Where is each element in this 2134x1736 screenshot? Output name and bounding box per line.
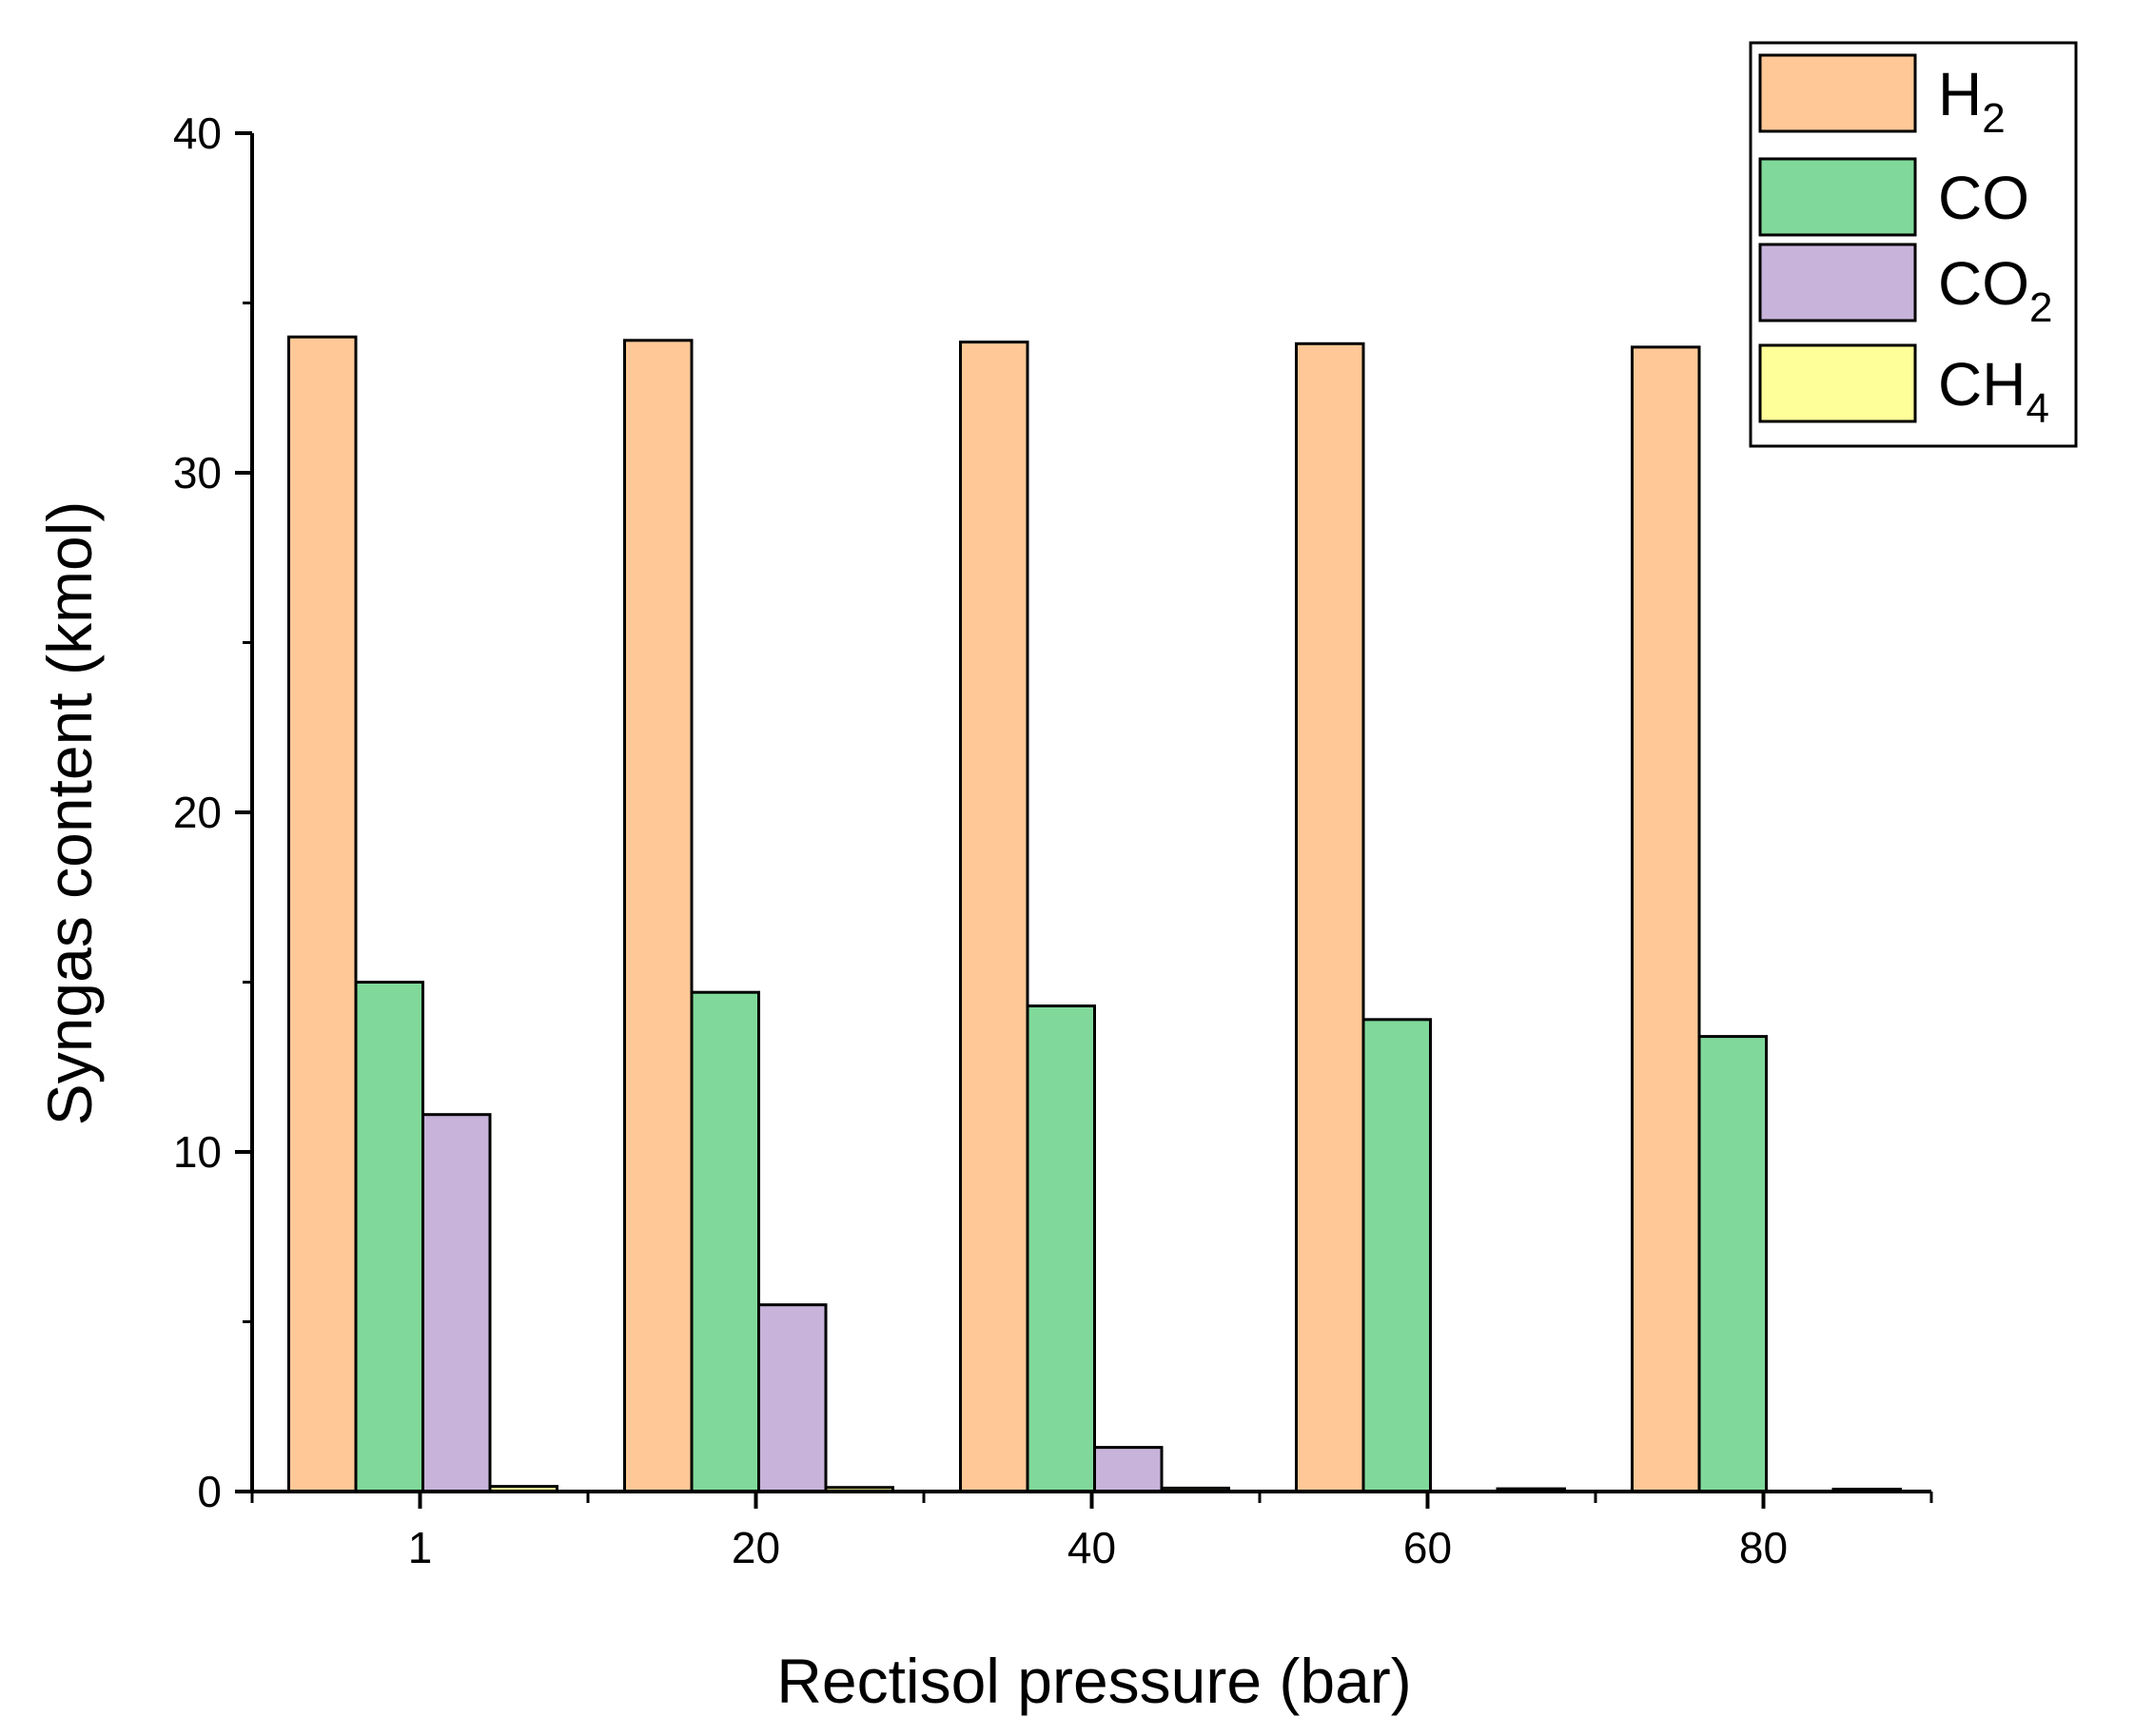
legend: H2 CO CO2 CH4	[1749, 41, 2078, 448]
bar-h2-80	[1631, 345, 1701, 1493]
x-axis-title: Rectisol pressure (bar)	[776, 1646, 1412, 1716]
y-tick-label-30: 30	[173, 448, 222, 497]
bar-h2-60	[1295, 341, 1365, 1493]
bar-co-20	[690, 990, 760, 1493]
bar-co2-20	[757, 1303, 828, 1493]
y-axis-title: Syngas content (kmol)	[34, 501, 105, 1126]
legend-label-co: CO	[1938, 164, 2029, 232]
bar-h2-20	[623, 339, 694, 1493]
legend-label-h2: H2	[1938, 60, 2006, 142]
bar-co-60	[1361, 1018, 1432, 1493]
bar-h2-1	[287, 335, 358, 1493]
legend-swatch-co2	[1758, 243, 1917, 322]
legend-swatch-ch4	[1758, 343, 1917, 423]
x-tick-label-60: 60	[1403, 1523, 1452, 1572]
x-tick-label-40: 40	[1067, 1523, 1116, 1572]
bar-co2-1	[421, 1113, 492, 1493]
y-tick-label-10: 10	[173, 1127, 222, 1177]
bar-co-80	[1697, 1035, 1768, 1493]
axes-layer: 0 10 20 30 40 1 20 40 60 80	[173, 108, 1933, 1572]
y-tick-label-20: 20	[173, 788, 222, 837]
legend-swatch-h2	[1758, 53, 1917, 133]
x-tick-label-20: 20	[732, 1523, 780, 1572]
x-tick-label-1: 1	[408, 1523, 433, 1572]
bar-co2-40	[1093, 1446, 1164, 1493]
legend-label-ch4: CH4	[1938, 350, 2049, 432]
bar-h2-40	[959, 341, 1029, 1493]
legend-swatch-co	[1758, 157, 1917, 237]
legend-label-co2: CO2	[1938, 249, 2052, 331]
bar-co-40	[1026, 1005, 1096, 1493]
x-tick-label-80: 80	[1739, 1523, 1788, 1572]
y-tick-label-40: 40	[173, 108, 222, 158]
bar-co-1	[354, 981, 424, 1493]
y-tick-label-0: 0	[197, 1467, 222, 1516]
bars-layer	[287, 335, 1902, 1493]
